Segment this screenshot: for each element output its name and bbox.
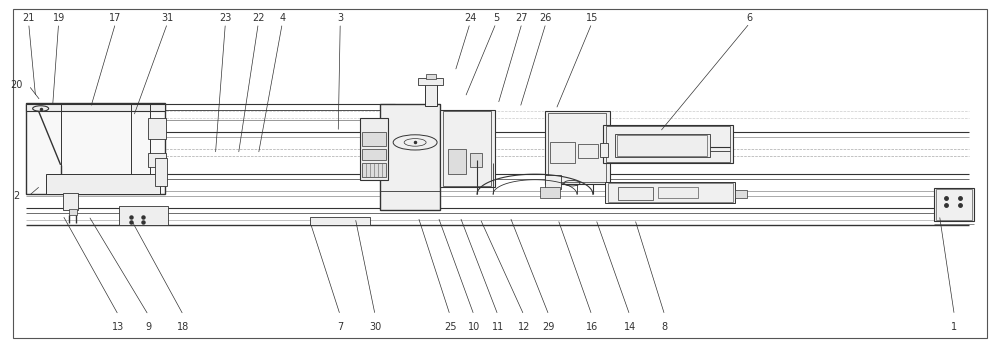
- Bar: [69, 209, 77, 215]
- Bar: [578, 144, 598, 158]
- Bar: [608, 183, 733, 202]
- Text: 21: 21: [22, 13, 35, 23]
- Text: 23: 23: [219, 13, 232, 23]
- Bar: [63, 193, 78, 210]
- Bar: [426, 74, 436, 79]
- Bar: [540, 187, 560, 198]
- Text: 16: 16: [586, 322, 598, 332]
- Bar: [26, 103, 165, 194]
- Text: 10: 10: [468, 322, 480, 332]
- Bar: [470, 153, 482, 167]
- Bar: [148, 153, 166, 167]
- Bar: [448, 149, 466, 174]
- Bar: [936, 189, 972, 220]
- Text: 2: 2: [14, 191, 20, 201]
- Text: 9: 9: [145, 322, 152, 332]
- Text: 31: 31: [161, 13, 174, 23]
- Text: 8: 8: [662, 322, 668, 332]
- Bar: [46, 174, 160, 194]
- Text: 22: 22: [252, 13, 265, 23]
- Bar: [615, 134, 710, 157]
- Bar: [119, 206, 168, 225]
- Bar: [362, 132, 386, 146]
- Bar: [440, 110, 495, 187]
- Bar: [362, 149, 386, 160]
- Bar: [310, 217, 370, 225]
- Bar: [418, 78, 443, 85]
- Text: 29: 29: [543, 322, 555, 332]
- Bar: [360, 118, 388, 180]
- Bar: [380, 104, 440, 191]
- Text: 18: 18: [177, 322, 190, 332]
- Text: 12: 12: [518, 322, 530, 332]
- Text: 13: 13: [112, 322, 125, 332]
- Text: 14: 14: [624, 322, 636, 332]
- Text: 3: 3: [337, 13, 343, 23]
- Text: 19: 19: [52, 13, 65, 23]
- Text: 30: 30: [369, 322, 381, 332]
- Bar: [425, 84, 437, 106]
- Text: 1: 1: [951, 322, 957, 332]
- Bar: [362, 163, 386, 177]
- Text: 7: 7: [337, 322, 343, 332]
- Text: 27: 27: [516, 13, 528, 23]
- Bar: [545, 111, 610, 184]
- Bar: [148, 118, 166, 139]
- Text: 20: 20: [10, 81, 23, 90]
- Bar: [605, 182, 735, 203]
- Bar: [618, 187, 653, 201]
- Bar: [548, 113, 606, 182]
- Bar: [934, 188, 974, 221]
- Bar: [26, 104, 165, 111]
- Text: 4: 4: [279, 13, 285, 23]
- Bar: [617, 135, 707, 156]
- Text: 15: 15: [586, 13, 598, 23]
- Bar: [606, 126, 730, 162]
- Bar: [155, 158, 167, 186]
- Text: 26: 26: [540, 13, 552, 23]
- Text: 25: 25: [444, 322, 456, 332]
- Text: 24: 24: [464, 13, 476, 23]
- Text: 17: 17: [109, 13, 122, 23]
- Bar: [603, 125, 733, 163]
- Bar: [380, 104, 440, 210]
- Bar: [600, 143, 608, 157]
- Bar: [550, 142, 575, 163]
- Text: 11: 11: [492, 322, 504, 332]
- Bar: [735, 190, 747, 198]
- Bar: [443, 111, 491, 186]
- Text: 5: 5: [493, 13, 499, 23]
- Text: 6: 6: [747, 13, 753, 23]
- Bar: [545, 175, 561, 189]
- Bar: [658, 187, 698, 198]
